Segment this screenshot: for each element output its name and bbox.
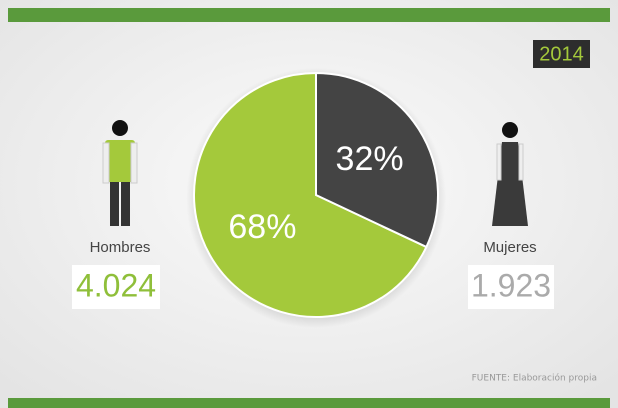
pie-slice: [193, 71, 428, 318]
men-total: 4.024: [76, 267, 156, 303]
men-label: Hombres: [90, 239, 151, 256]
top-bar: [8, 8, 610, 22]
slice-label: 32%: [336, 140, 404, 178]
men-box: [72, 265, 160, 309]
women-label: Mujeres: [483, 239, 536, 256]
man-icon: [102, 120, 138, 226]
source: FUENTE: Elaboración propia: [472, 373, 597, 384]
pie: 68% 32%: [193, 71, 439, 318]
woman-icon: [492, 122, 528, 226]
women-total: 1.923: [471, 267, 551, 303]
year: 2014: [539, 43, 584, 65]
bottom-bar: [8, 398, 610, 408]
slice-label: 68%: [228, 208, 296, 246]
pie-slice: [315, 71, 439, 249]
women-box: [468, 265, 554, 309]
year-box: [533, 40, 590, 68]
